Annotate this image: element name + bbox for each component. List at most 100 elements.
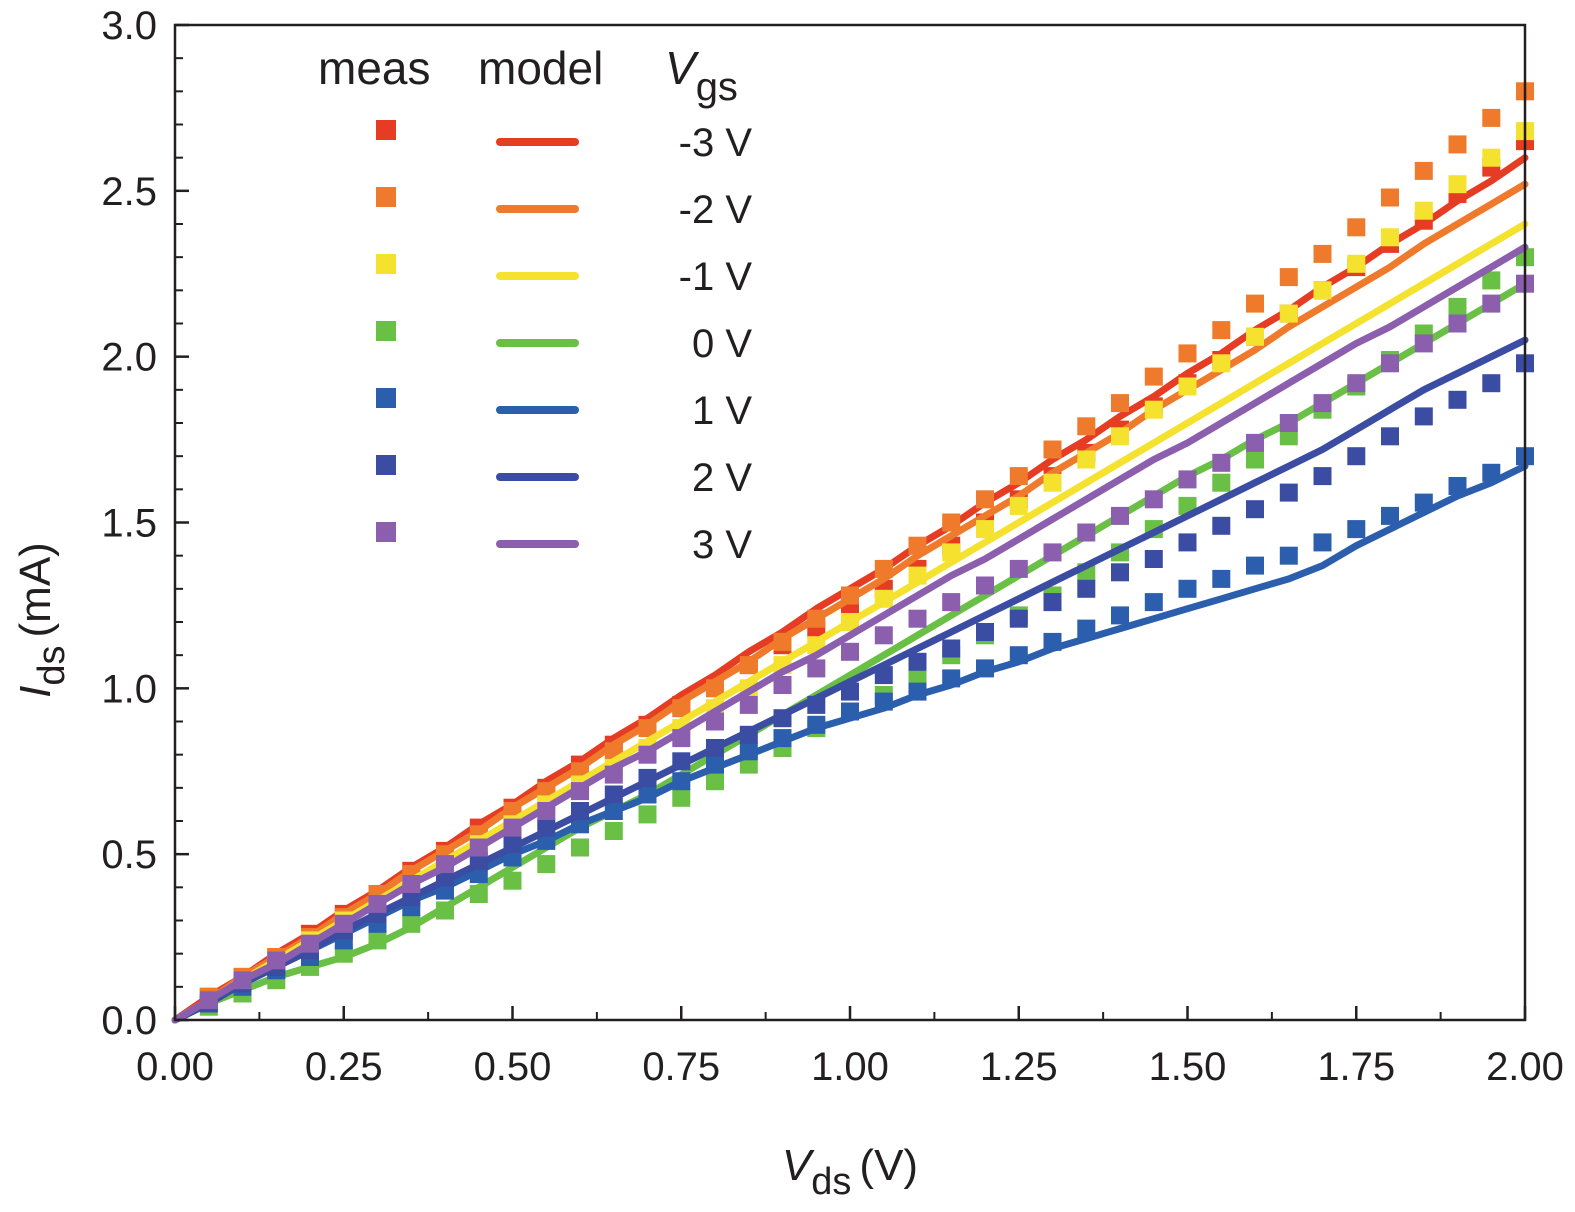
- meas-point: [1313, 244, 1332, 263]
- series-3V: [171, 243, 1534, 1024]
- meas-point: [638, 785, 657, 804]
- meas-point: [1279, 546, 1298, 565]
- meas-point: [672, 772, 691, 791]
- legend-vgs-label: -2 V: [679, 188, 753, 232]
- meas-point: [706, 739, 724, 757]
- meas-point: [1009, 646, 1028, 665]
- meas-point: [706, 712, 724, 731]
- meas-point: [1009, 467, 1028, 486]
- y-axis-symbol: I: [11, 686, 60, 698]
- legend-vgs-symbol: V: [665, 42, 700, 94]
- y-tick-label: 2.0: [101, 336, 157, 380]
- meas-point: [368, 931, 387, 950]
- meas-point: [739, 656, 758, 675]
- meas-point: [1178, 344, 1197, 363]
- meas-point: [1448, 477, 1467, 495]
- meas-point: [1279, 268, 1298, 287]
- legend-vgs-subscript: gs: [696, 65, 738, 109]
- meas-point: [1077, 417, 1096, 436]
- meas-point: [1246, 500, 1264, 519]
- meas-point: [571, 782, 589, 801]
- legend-vgs-label: 2 V: [692, 456, 752, 500]
- y-axis-unit: (mA): [11, 542, 60, 637]
- meas-point: [1009, 559, 1028, 578]
- legend-vgs-label: 1 V: [692, 389, 752, 433]
- model-line: [171, 336, 1529, 1024]
- meas-point: [1009, 609, 1028, 628]
- x-tick-label: 1.75: [1317, 1045, 1395, 1089]
- meas-point: [503, 835, 522, 854]
- meas-point: [1212, 354, 1231, 373]
- meas-point: [672, 752, 691, 771]
- x-axis-title: Vds (V): [782, 1141, 918, 1203]
- meas-point: [1178, 470, 1197, 489]
- meas-point: [1178, 533, 1197, 552]
- model-line: [171, 243, 1529, 1024]
- meas-point: [1212, 516, 1231, 535]
- meas-point: [638, 745, 657, 764]
- meas-point: [1246, 327, 1264, 346]
- meas-point: [436, 855, 454, 874]
- meas-point: [773, 632, 792, 651]
- meas-point: [874, 666, 893, 685]
- meas-point: [739, 725, 758, 744]
- legend-entry: 2 V: [376, 455, 752, 500]
- meas-point: [672, 729, 691, 748]
- meas-point: [537, 855, 556, 874]
- legend-vgs-label: -1 V: [679, 255, 753, 299]
- meas-point: [1111, 606, 1129, 625]
- meas-point: [1077, 450, 1096, 469]
- meas-point: [1279, 304, 1298, 323]
- y-axis-title: Ids (mA): [11, 542, 73, 698]
- legend-meas-swatch: [376, 455, 396, 475]
- meas-point: [233, 971, 252, 990]
- meas-point: [604, 785, 623, 804]
- meas-point: [571, 802, 589, 820]
- meas-point: [1212, 453, 1231, 472]
- y-tick-label: 0.0: [101, 999, 157, 1043]
- meas-point: [1212, 473, 1231, 492]
- meas-point: [402, 914, 421, 933]
- meas-point: [1347, 374, 1366, 393]
- meas-point: [672, 699, 691, 718]
- meas-point: [672, 788, 691, 807]
- meas-point: [1313, 394, 1332, 413]
- meas-point: [1313, 281, 1332, 300]
- meas-point: [807, 715, 826, 734]
- meas-point: [807, 609, 826, 628]
- meas-point: [773, 709, 792, 728]
- meas-point: [976, 520, 994, 539]
- meas-point: [942, 639, 961, 658]
- legend-entry: -1 V: [376, 254, 752, 299]
- meas-point: [1347, 447, 1366, 466]
- legend-entry: 0 V: [376, 321, 752, 366]
- meas-point: [706, 755, 724, 774]
- meas-point: [773, 676, 792, 694]
- meas-point: [739, 695, 758, 714]
- meas-point: [976, 576, 994, 595]
- meas-point: [503, 871, 522, 890]
- meas-point: [334, 914, 353, 933]
- meas-point: [841, 613, 859, 631]
- meas-point: [1313, 533, 1332, 552]
- legend-meas-swatch: [376, 120, 396, 140]
- plot-area: [171, 82, 1534, 1024]
- meas-point: [1381, 427, 1399, 446]
- legend-vgs-header: Vgs: [665, 42, 738, 109]
- legend-entry: 1 V: [376, 388, 752, 433]
- meas-point: [874, 559, 893, 578]
- x-axis-subscript: ds: [811, 1161, 851, 1203]
- meas-point: [1414, 334, 1433, 353]
- legend-meas-swatch: [376, 187, 396, 207]
- meas-point: [1144, 593, 1163, 612]
- meas-point: [739, 742, 758, 761]
- legend-meas-swatch: [376, 522, 396, 542]
- meas-point: [537, 818, 556, 837]
- meas-point: [1448, 135, 1467, 154]
- meas-point: [1448, 314, 1467, 333]
- model-line: [171, 280, 1529, 1024]
- meas-point: [1448, 175, 1467, 194]
- meas-point: [841, 702, 859, 721]
- meas-point: [1144, 490, 1163, 509]
- axes: 0.00 0.25 0.50 0.75 1.00 1.25 1.50 1.75 2.00 0.0 0…: [101, 4, 1564, 1089]
